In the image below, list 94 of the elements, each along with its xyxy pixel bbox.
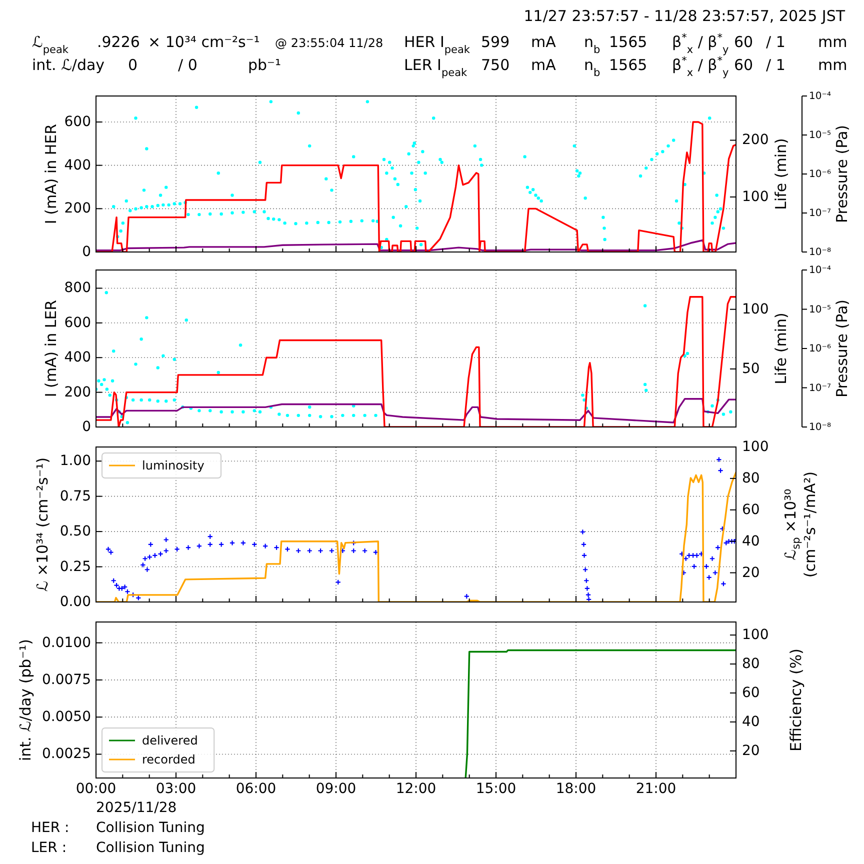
y3-axis-title: Pressure (Pa)	[833, 124, 851, 224]
text: / 1	[766, 56, 786, 74]
y2-tick-label: 60	[742, 502, 760, 518]
y2-tick-label: 200	[742, 132, 769, 148]
y2-tick-label: 100	[742, 439, 769, 455]
text: .9226	[97, 33, 140, 51]
y-axis-title: I (mA) in LER	[42, 300, 60, 398]
y2-tick-label: 100	[742, 627, 769, 644]
text: n$_{b}$	[584, 56, 601, 79]
y3-tick-label: 10⁻⁴	[809, 264, 832, 276]
y-tick-label: 0.0075	[42, 672, 91, 688]
y-tick-label: 400	[64, 350, 91, 366]
y3-tick-label: 10⁻⁷	[809, 382, 832, 394]
legend-label: delivered	[142, 734, 198, 748]
text: 750	[481, 56, 510, 74]
y-tick-label: 0.0025	[42, 746, 91, 762]
y-tick-label: 800	[64, 280, 91, 296]
x-tick-label: 00:00	[76, 781, 116, 797]
y-axis-title: ℒ ×10³⁴ (cm⁻²s⁻¹)	[34, 457, 52, 592]
text: mm	[818, 56, 848, 74]
text: int. ℒ/day	[32, 56, 105, 74]
y3-tick-label: 10⁻⁵	[809, 304, 832, 315]
y2-tick-label: 100	[742, 188, 769, 205]
y-tick-label: 0	[82, 419, 91, 435]
text: 0	[128, 56, 138, 74]
y2-tick-label: 40	[742, 533, 760, 550]
line-series	[96, 121, 736, 252]
y2-tick-label: 60	[742, 684, 760, 701]
y-tick-label: 0.50	[60, 524, 91, 540]
y2-tick-label: 80	[742, 470, 760, 486]
text: 599	[481, 33, 510, 51]
legend-label: recorded	[142, 752, 196, 766]
y-axis-title: int. ℒ/day (pb⁻¹)	[16, 639, 34, 761]
y-tick-label: 600	[64, 314, 91, 331]
text: 60	[734, 56, 754, 74]
y3-tick-label: 10⁻⁶	[809, 168, 832, 180]
text: HER :	[31, 820, 70, 836]
text: LER :	[31, 840, 67, 856]
text: pb⁻¹	[248, 56, 281, 74]
x-tick-label: 18:00	[556, 781, 596, 797]
text: Collision Tuning	[96, 840, 205, 856]
text: 1565	[609, 33, 648, 51]
y2-tick-label: 80	[742, 656, 760, 672]
text: ℒ$_{peak}$	[32, 33, 70, 56]
y3-tick-label: 10⁻⁸	[809, 422, 832, 432]
text: n$_{b}$	[584, 33, 601, 56]
y-tick-label: 0.0050	[42, 709, 91, 726]
y2-tick-label: 20	[742, 742, 760, 759]
x-tick-label: 03:00	[156, 781, 196, 797]
x-tick-label: 12:00	[396, 781, 436, 797]
y3-tick-label: 10⁻⁶	[809, 343, 832, 354]
y2-tick-label: 40	[742, 714, 760, 730]
y-tick-label: 0.00	[60, 594, 91, 610]
y3-tick-label: 10⁻⁵	[809, 130, 832, 140]
y-axis-title: I (mA) in HER	[42, 124, 60, 224]
y2-axis-title: Efficiency (%)	[787, 648, 805, 752]
y3-tick-label: 10⁻⁸	[809, 246, 832, 258]
y-tick-label: 200	[64, 200, 91, 217]
text: LER I$_{peak}$	[404, 56, 468, 79]
text: × 10³⁴ cm⁻²s⁻¹	[148, 33, 260, 51]
y-tick-label: 200	[64, 384, 91, 400]
y2-axis-title: Life (min)	[772, 138, 790, 210]
text: / 0	[178, 56, 198, 74]
x-tick-label: 09:00	[316, 781, 356, 797]
text: 60	[734, 33, 754, 51]
y-tick-label: 0.25	[60, 558, 91, 575]
text: mA	[531, 33, 557, 51]
x-tick-label: 06:00	[236, 781, 276, 797]
text: HER I$_{peak}$	[404, 33, 471, 56]
text: 1565	[609, 56, 648, 74]
y2-tick-label: 50	[742, 360, 760, 377]
y-tick-label: 0	[82, 244, 91, 260]
y-tick-label: 1.00	[60, 453, 91, 470]
x-tick-label: 21:00	[636, 781, 676, 797]
text: / 1	[766, 33, 786, 51]
text: mA	[531, 56, 557, 74]
y-tick-label: 600	[64, 114, 91, 130]
legend-label: luminosity	[142, 458, 204, 472]
text: mm	[818, 33, 848, 51]
text: Collision Tuning	[96, 820, 205, 836]
text: 11/27 23:57:57 - 11/28 23:57:57, 2025 JST	[524, 7, 846, 25]
y2-tick-label: 100	[742, 301, 769, 318]
text: 2025/11/28	[96, 800, 177, 816]
y3-tick-label: 10⁻⁷	[809, 208, 832, 218]
x-tick-label: 15:00	[476, 781, 516, 797]
y-tick-label: 0.0100	[42, 634, 91, 651]
text: @ 23:55:04 11/28	[275, 36, 384, 50]
y3-tick-label: 10⁻⁴	[809, 90, 832, 102]
y2-axis-title: Life (min)	[772, 312, 790, 384]
y-tick-label: 0.75	[60, 488, 91, 504]
y-tick-label: 400	[64, 157, 91, 174]
y3-axis-title: Pressure (Pa)	[833, 299, 851, 398]
line-series	[464, 649, 736, 778]
y2-tick-label: 20	[742, 564, 760, 581]
